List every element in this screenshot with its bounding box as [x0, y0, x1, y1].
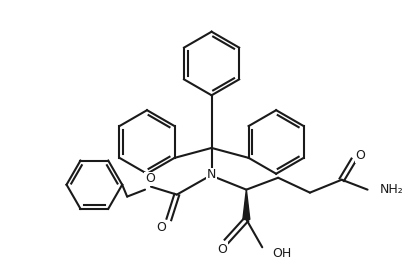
Text: OH: OH — [272, 247, 291, 260]
Text: NH₂: NH₂ — [379, 183, 403, 196]
Text: O: O — [156, 221, 166, 234]
Text: O: O — [356, 149, 366, 162]
Text: O: O — [217, 243, 227, 256]
Text: N: N — [207, 168, 216, 181]
Polygon shape — [243, 190, 250, 219]
Text: O: O — [145, 172, 155, 185]
